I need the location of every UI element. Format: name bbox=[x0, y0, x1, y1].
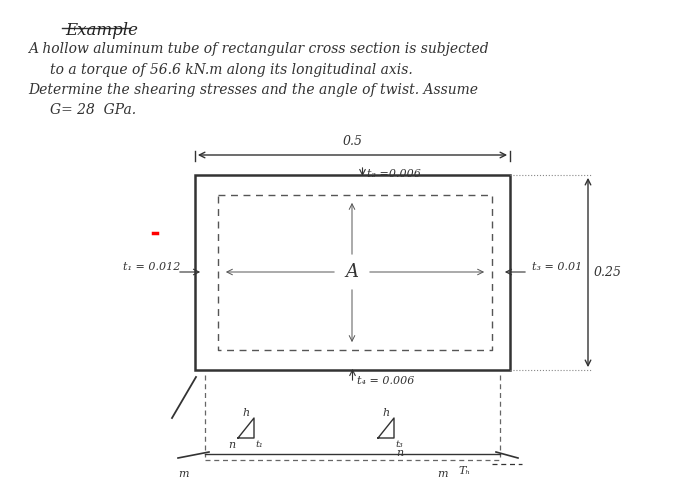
Text: Determine the shearing stresses and the angle of twist. Assume: Determine the shearing stresses and the … bbox=[28, 83, 478, 97]
Text: n: n bbox=[396, 448, 403, 458]
Text: Tₕ: Tₕ bbox=[458, 466, 471, 476]
Text: t₄ = 0.006: t₄ = 0.006 bbox=[357, 376, 415, 386]
Text: 0.5: 0.5 bbox=[343, 135, 362, 148]
Text: G= 28  GPa.: G= 28 GPa. bbox=[50, 103, 136, 117]
Text: h: h bbox=[383, 408, 389, 418]
Text: t₃ = 0.01: t₃ = 0.01 bbox=[532, 262, 582, 272]
Text: m: m bbox=[437, 469, 447, 479]
Text: t₃: t₃ bbox=[395, 440, 403, 449]
Bar bbox=[195, 175, 510, 370]
Text: to a torque of 56.6 kN.m along its longitudinal axis.: to a torque of 56.6 kN.m along its longi… bbox=[50, 63, 413, 77]
Text: t₁: t₁ bbox=[255, 440, 263, 449]
Text: 0.25: 0.25 bbox=[594, 266, 622, 278]
Text: t₂ =0.006: t₂ =0.006 bbox=[368, 169, 421, 179]
Text: n: n bbox=[228, 440, 235, 450]
Text: A hollow aluminum tube of rectangular cross section is subjected: A hollow aluminum tube of rectangular cr… bbox=[28, 42, 489, 56]
Text: h: h bbox=[242, 408, 250, 418]
Text: A: A bbox=[345, 263, 359, 281]
Text: m: m bbox=[178, 469, 188, 479]
Text: t₁ = 0.012: t₁ = 0.012 bbox=[123, 262, 180, 272]
Text: Example: Example bbox=[65, 22, 138, 39]
